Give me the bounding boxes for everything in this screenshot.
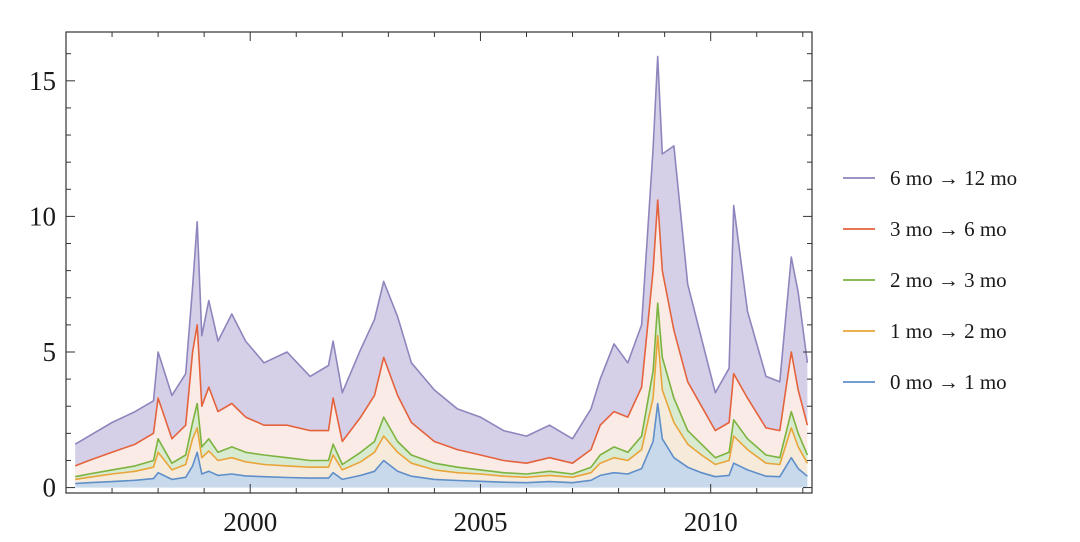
legend: 6 mo → 12 mo 3 mo → 6 mo 2 mo → 3 mo 1 mo →… [843, 166, 1017, 394]
y-tick-label: 15 [29, 66, 56, 96]
series-areas [75, 56, 808, 488]
y-axis-ticks: 0 5 10 15 [29, 53, 812, 503]
y-tick-label: 10 [29, 201, 56, 231]
x-axis-ticks: 2000 2005 2010 [65, 32, 804, 537]
series-area [75, 56, 808, 466]
series-line [75, 334, 809, 481]
plot-frame [65, 31, 813, 494]
series-line [74, 199, 809, 467]
legend-label: 2 mo → 3 mo [890, 268, 1007, 292]
x-tick-label: 2010 [684, 507, 738, 537]
series-lines [74, 55, 809, 485]
y-tick-label: 0 [43, 473, 57, 503]
series-line [75, 302, 809, 478]
legend-label: 0 mo → 1 mo [890, 370, 1007, 394]
legend-label: 6 mo → 12 mo [890, 166, 1017, 190]
y-tick-label: 5 [43, 337, 57, 367]
x-tick-label: 2005 [453, 507, 507, 537]
series-line [75, 402, 808, 485]
legend-label: 3 mo → 6 mo [890, 217, 1007, 241]
legend-label: 1 mo → 2 mo [890, 319, 1007, 343]
series-line [74, 55, 809, 445]
x-tick-label: 2000 [223, 507, 277, 537]
